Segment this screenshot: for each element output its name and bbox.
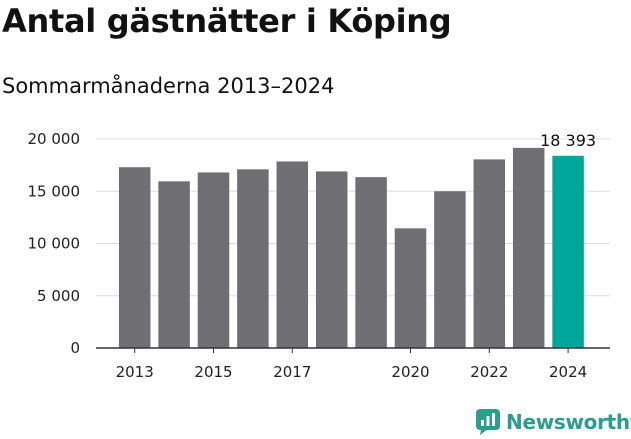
bar-2022 bbox=[473, 159, 506, 348]
newsworthy-logo-text: Newsworthy bbox=[506, 410, 631, 434]
y-tick-label: 0 bbox=[70, 339, 80, 357]
bar-2017 bbox=[276, 161, 309, 348]
bar-2023 bbox=[512, 147, 545, 348]
y-tick-label: 15 000 bbox=[28, 182, 81, 200]
x-tick-label: 2015 bbox=[194, 363, 232, 381]
bar-2019 bbox=[355, 177, 387, 348]
bar-2020 bbox=[394, 228, 427, 348]
y-tick-label: 10 000 bbox=[28, 235, 81, 253]
x-tick-label: 2020 bbox=[391, 363, 429, 381]
x-tick-label: 2017 bbox=[273, 363, 311, 381]
y-tick-label: 5 000 bbox=[37, 287, 80, 305]
chart-subtitle: Sommarmånaderna 2013–2024 bbox=[2, 74, 335, 98]
bar-2016 bbox=[237, 169, 269, 348]
x-tick-label: 2024 bbox=[549, 363, 587, 381]
data-label: 18 393 bbox=[540, 131, 596, 150]
x-tick-label: 2013 bbox=[116, 363, 154, 381]
y-tick-label: 20 000 bbox=[28, 130, 81, 148]
axes: 0 5 000 10 000 15 000 20 000 2013 2015 2017 2020… bbox=[28, 130, 610, 381]
bar-2018 bbox=[315, 171, 348, 348]
newsworthy-logo: Newsworthy bbox=[476, 406, 631, 438]
x-tick-label: 2022 bbox=[470, 363, 508, 381]
chart-title: Antal gästnätter i Köping bbox=[2, 2, 452, 40]
newsworthy-logo-icon bbox=[476, 409, 500, 435]
bar-2015 bbox=[197, 172, 230, 348]
bar-2024 bbox=[552, 155, 584, 348]
bar-2021 bbox=[434, 191, 466, 348]
bar-2014 bbox=[158, 181, 190, 348]
bars: 18 393 bbox=[118, 131, 596, 348]
bar-chart: 18 393 0 5 000 10 000 15 000 20 000 2013 2015 2… bbox=[28, 130, 610, 381]
bar-2013 bbox=[118, 167, 151, 348]
